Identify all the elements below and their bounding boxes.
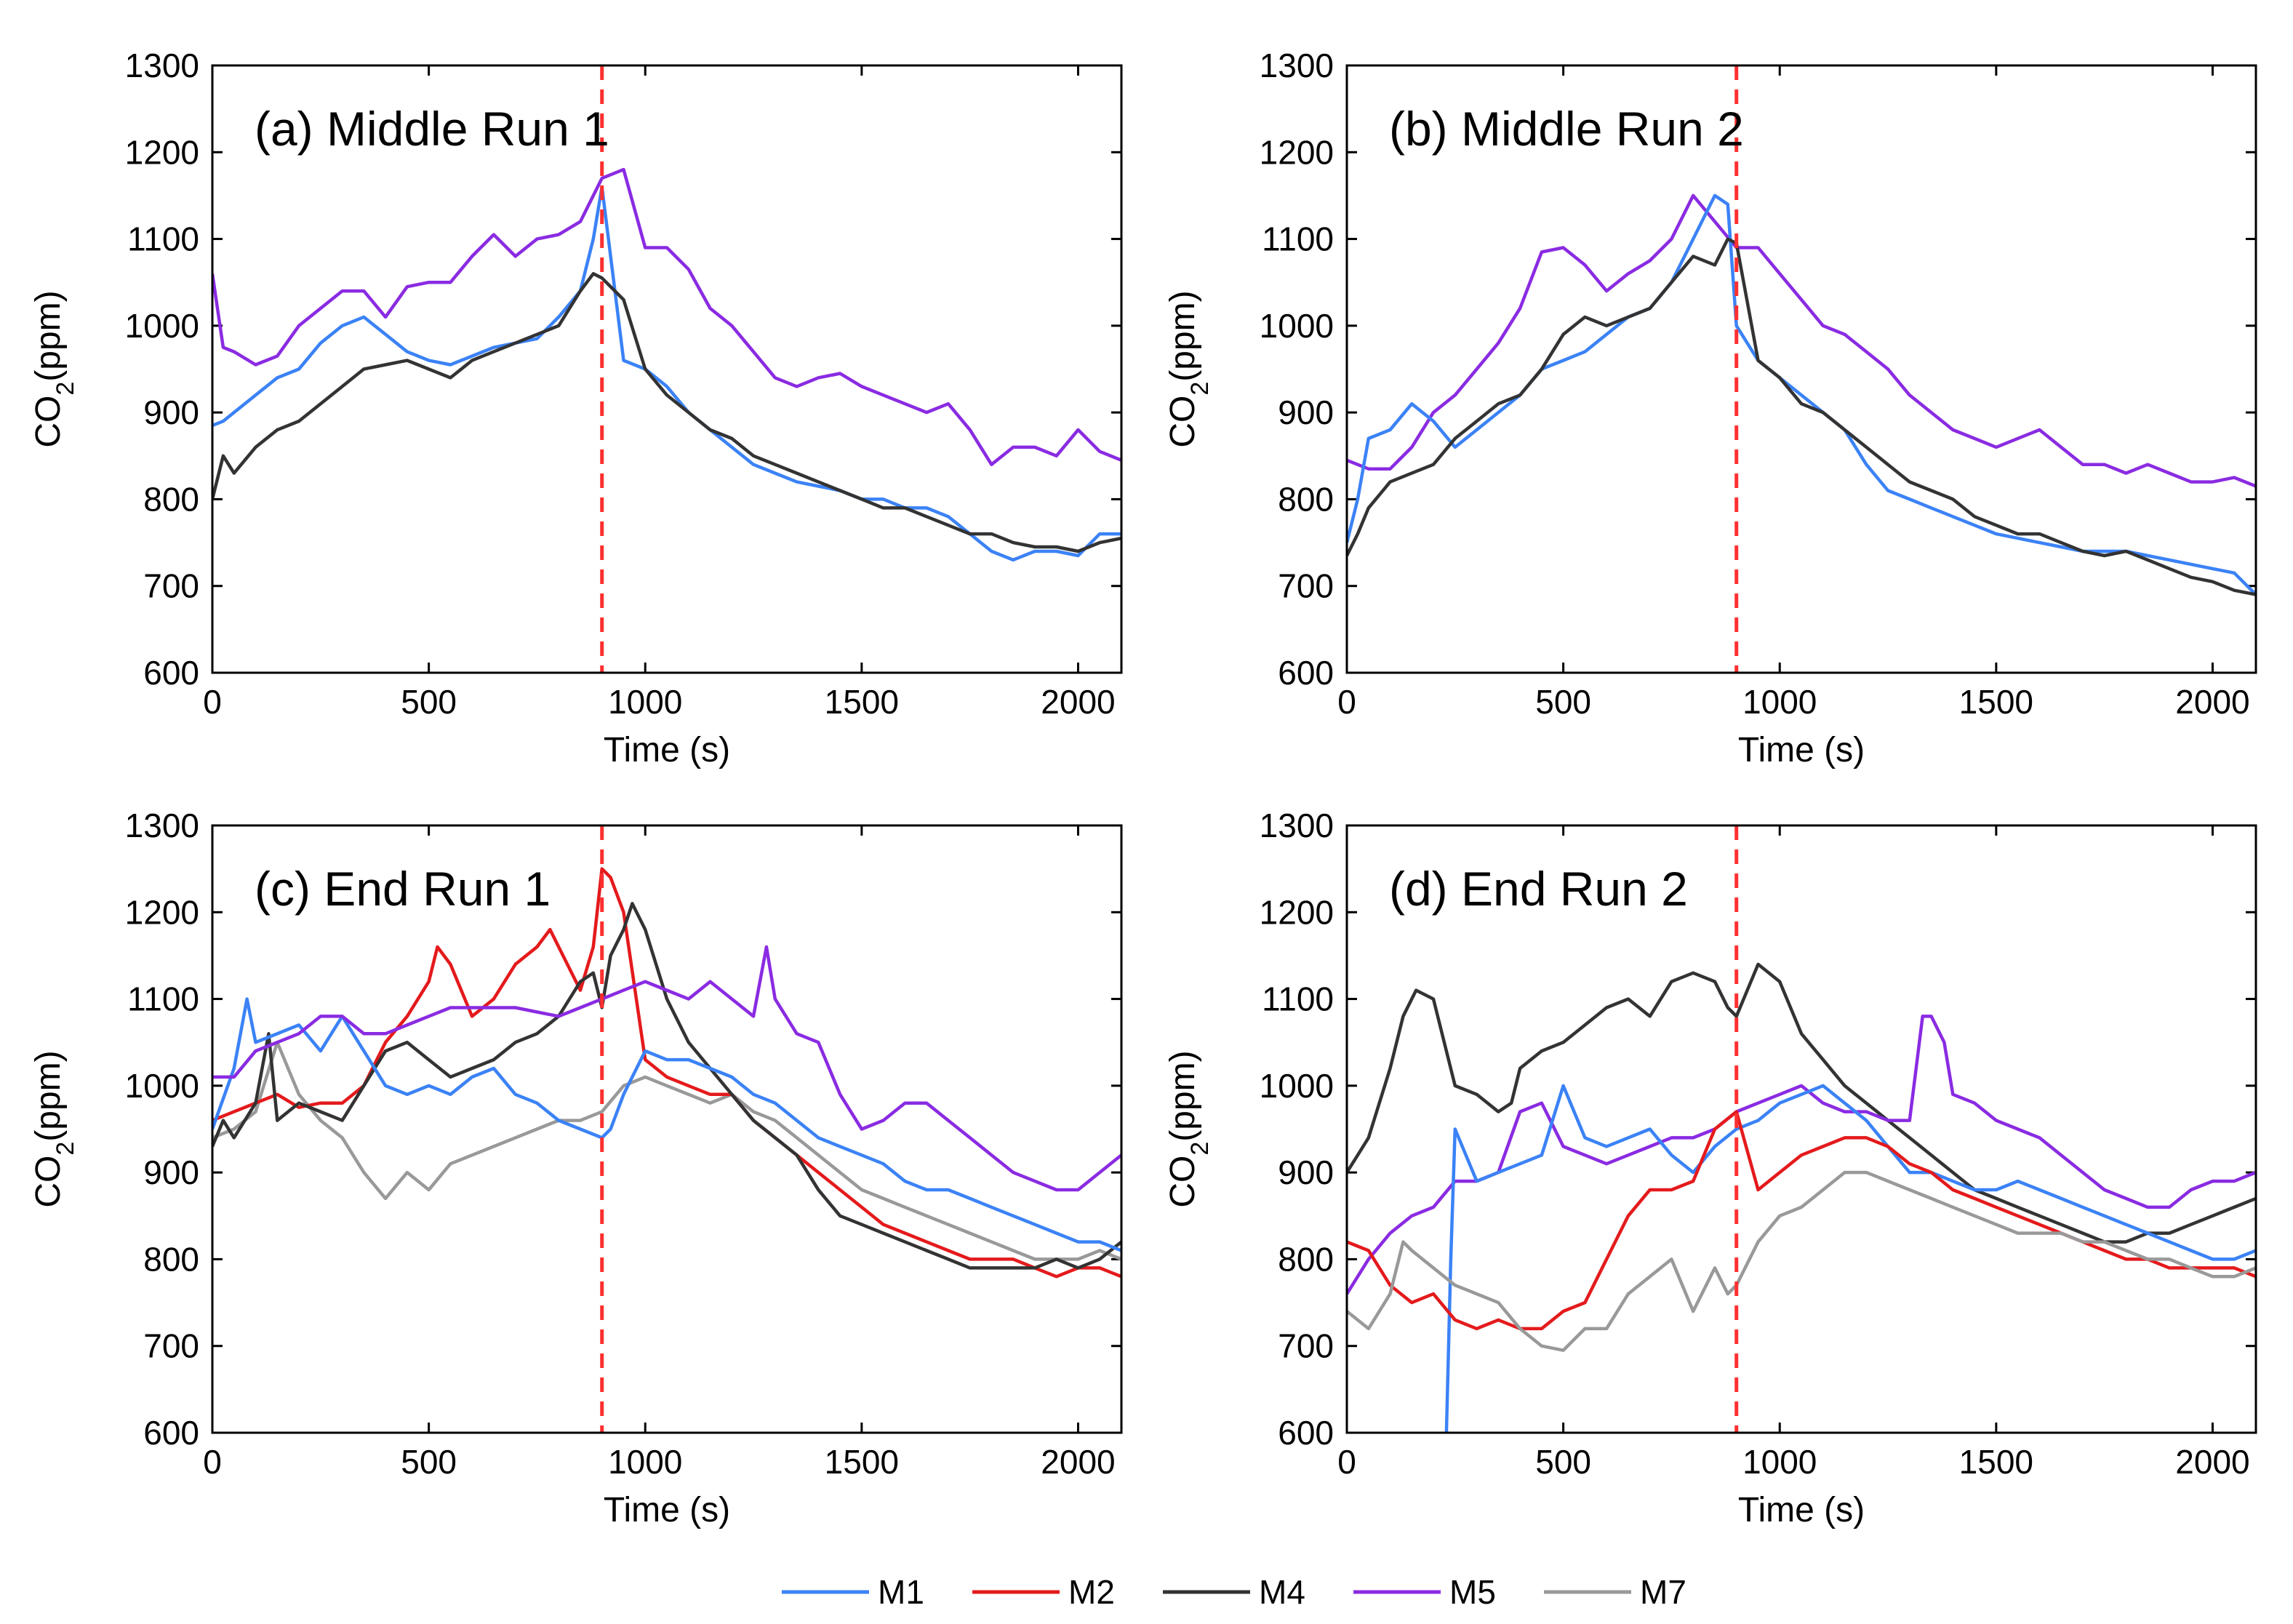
y-tick-label: 1100: [127, 220, 199, 258]
x-tick-label: 1500: [1959, 1443, 2033, 1481]
x-axis-label: Time (s): [1738, 1491, 1865, 1529]
y-axis-label: CO2(ppm): [1164, 1050, 1214, 1207]
x-tick-label: 500: [401, 683, 457, 721]
y-tick-label: 600: [143, 1414, 199, 1452]
series-group: [1347, 962, 2256, 1433]
x-tick-label: 1000: [608, 683, 682, 721]
y-tick-label: 1100: [127, 980, 199, 1018]
legend-label-m4: M4: [1259, 1573, 1305, 1611]
x-tick-label: 500: [1535, 683, 1591, 721]
plot-frame: [1345, 64, 2257, 674]
y-tick-label: 700: [1278, 1327, 1334, 1365]
legend-label-m2: M2: [1068, 1573, 1115, 1611]
x-tick-label: 1000: [608, 1443, 682, 1481]
legend-label-m1: M1: [878, 1573, 924, 1611]
x-tick-label: 1000: [1742, 683, 1817, 721]
y-axis-label: CO2(ppm): [29, 290, 79, 447]
x-axis-label: Time (s): [604, 1491, 730, 1529]
y-tick-label: 700: [1278, 567, 1334, 605]
x-tick-label: 1000: [1742, 1443, 1817, 1481]
legend: M1 M2 M4 M5 M7: [782, 1573, 1686, 1611]
y-tick-label: 700: [143, 567, 199, 605]
series-line-m4: [212, 272, 1121, 553]
plot-frame: [211, 64, 1123, 674]
legend-label-m5: M5: [1449, 1573, 1496, 1611]
x-axis-label: Time (s): [604, 731, 730, 769]
x-tick-label: 2000: [1041, 683, 1115, 721]
x-tick-label: 0: [203, 683, 222, 721]
y-tick-label: 800: [1278, 480, 1334, 518]
y-tick-label: 1100: [1262, 980, 1334, 1018]
panel-title: (a) Middle Run 1: [255, 102, 609, 156]
chart-panel-1: 0 500 1000 1500 2000 600 700 800 900 1000 1100 1200…: [1164, 47, 2257, 769]
x-tick-label: 2000: [2175, 1443, 2249, 1481]
y-tick-label: 800: [1278, 1240, 1334, 1278]
y-tick-label: 1200: [125, 133, 199, 171]
x-tick-label: 1500: [825, 1443, 899, 1481]
series-line-m2: [212, 867, 1121, 1279]
y-tick-label: 1000: [125, 1067, 199, 1105]
series-line-m1: [1444, 1084, 2256, 1433]
plot-frame: [211, 824, 1123, 1434]
series-line-m4: [1347, 962, 2256, 1244]
y-tick-label: 800: [143, 480, 199, 518]
x-tick-label: 1500: [1959, 683, 2033, 721]
series-line-m2: [1347, 1110, 2256, 1331]
y-tick-label: 600: [1278, 1414, 1334, 1452]
chart-panel-0: 0 500 1000 1500 2000 600 700 800 900 1000 1100 1200…: [29, 47, 1123, 769]
y-tick-label: 1300: [1260, 807, 1334, 844]
series-group: [1347, 193, 2256, 596]
y-tick-label: 700: [143, 1327, 199, 1365]
series-line-m5: [212, 945, 1121, 1192]
x-axis-label: Time (s): [1738, 731, 1865, 769]
y-tick-label: 900: [143, 393, 199, 431]
series-line-m1: [1347, 193, 2256, 596]
x-tick-label: 2000: [1041, 1443, 1115, 1481]
chart-panel-2: 0 500 1000 1500 2000 600 700 800 900 1000 1100 1200…: [29, 807, 1123, 1529]
legend-label-m7: M7: [1640, 1573, 1686, 1611]
x-tick-label: 500: [1535, 1443, 1591, 1481]
series-line-m4: [1347, 237, 2256, 596]
series-group: [212, 867, 1121, 1279]
y-tick-label: 1000: [1260, 307, 1334, 345]
y-tick-label: 1000: [1260, 1067, 1334, 1105]
y-tick-label: 1000: [125, 307, 199, 345]
x-tick-label: 500: [401, 1443, 457, 1481]
y-tick-label: 1100: [1262, 220, 1334, 258]
series-line-m1: [212, 185, 1121, 562]
y-tick-label: 1200: [1260, 133, 1334, 171]
y-tick-label: 800: [143, 1240, 199, 1278]
panel-title: (b) Middle Run 2: [1389, 102, 1744, 156]
y-tick-label: 900: [1278, 1153, 1334, 1191]
series-line-m7: [1347, 1170, 2256, 1352]
y-tick-label: 900: [143, 1153, 199, 1191]
series-line-m7: [212, 1040, 1121, 1261]
panel-title: (c) End Run 1: [255, 862, 551, 916]
y-tick-label: 600: [143, 654, 199, 692]
y-axis-label: CO2(ppm): [29, 1050, 79, 1207]
plot-frame: [1345, 824, 2257, 1434]
series-line-m1: [212, 997, 1121, 1252]
y-tick-label: 1200: [125, 893, 199, 931]
chart-panel-3: 0 500 1000 1500 2000 600 700 800 900 1000 1100 1200…: [1164, 807, 2257, 1529]
y-tick-label: 1300: [125, 807, 199, 844]
series-line-m5: [1347, 193, 2256, 488]
y-tick-label: 600: [1278, 654, 1334, 692]
y-axis-label: CO2(ppm): [1164, 290, 1214, 447]
x-tick-label: 0: [203, 1443, 222, 1481]
y-tick-label: 1300: [1260, 47, 1334, 84]
series-group: [212, 167, 1121, 562]
panel-title: (d) End Run 2: [1389, 862, 1688, 916]
x-tick-label: 1500: [825, 683, 899, 721]
series-line-m5: [212, 167, 1121, 466]
x-tick-label: 0: [1337, 1443, 1356, 1481]
y-tick-label: 900: [1278, 393, 1334, 431]
y-tick-label: 1200: [1260, 893, 1334, 931]
x-tick-label: 0: [1337, 683, 1356, 721]
y-tick-label: 1300: [125, 47, 199, 84]
x-tick-label: 2000: [2175, 683, 2249, 721]
series-line-m5: [1347, 1015, 2256, 1295]
series-line-m4: [212, 902, 1121, 1270]
